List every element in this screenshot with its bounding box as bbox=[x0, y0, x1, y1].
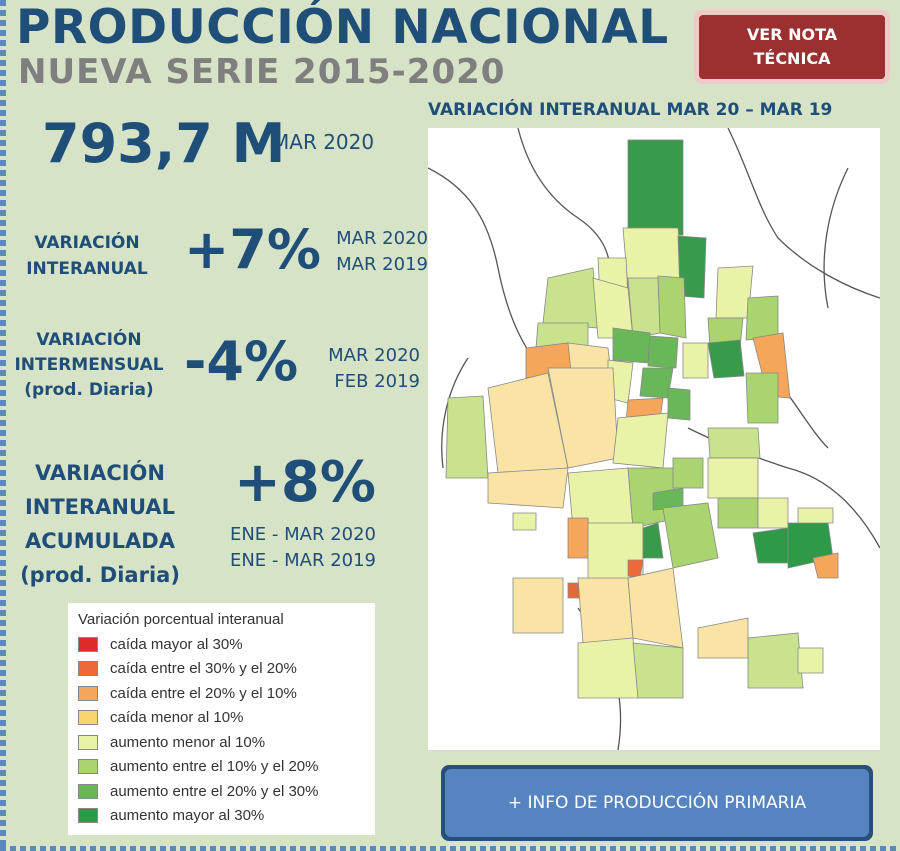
legend-item: aumento menor al 10% bbox=[78, 730, 365, 755]
total-production-period: MAR 2020 bbox=[272, 130, 375, 154]
dotted-left-border bbox=[0, 0, 6, 851]
map-svg bbox=[428, 128, 880, 750]
legend-label: aumento entre el 20% y el 30% bbox=[110, 782, 319, 800]
map-title: VARIACIÓN INTERANUAL MAR 20 – MAR 19 bbox=[428, 100, 833, 120]
map-region bbox=[697, 617, 749, 659]
map-region bbox=[747, 632, 804, 689]
map-region bbox=[512, 512, 537, 531]
legend-item: aumento entre el 10% y el 20% bbox=[78, 755, 365, 780]
legend-swatch bbox=[78, 759, 98, 775]
map-region bbox=[627, 277, 661, 339]
legend-label: caída entre el 30% y el 20% bbox=[110, 660, 297, 678]
map-region bbox=[682, 342, 709, 379]
map-region bbox=[672, 457, 704, 489]
map-region bbox=[577, 637, 639, 699]
info-produccion-primaria-button[interactable]: + INFO DE PRODUCCIÓN PRIMARIA bbox=[441, 765, 873, 841]
map-region bbox=[745, 295, 779, 341]
stat-acumulada-value: +8% bbox=[234, 450, 376, 515]
map-region bbox=[612, 327, 651, 364]
stat-intermensual-period: MAR 2020 FEB 2019 bbox=[328, 345, 420, 392]
page-subtitle: NUEVA SERIE 2015-2020 bbox=[18, 52, 506, 92]
map-region bbox=[647, 335, 679, 369]
map-region bbox=[797, 647, 824, 674]
map-region bbox=[612, 412, 669, 469]
stat-interanual-period: MAR 2020 MAR 2019 bbox=[336, 228, 428, 275]
stat-intermensual-label: VARIACIÓN INTERMENSUAL (prod. Diaria) bbox=[14, 330, 164, 400]
stat-acumulada-label: VARIACIÓN INTERANUAL ACUMULADA (prod. Di… bbox=[20, 461, 180, 587]
legend-swatch bbox=[78, 783, 98, 799]
map-legend: Variación porcentual interanual caída ma… bbox=[68, 603, 375, 835]
stat-interanual-label: VARIACIÓN INTERANUAL bbox=[26, 233, 148, 279]
map-region bbox=[752, 527, 789, 564]
legend-item: caída menor al 10% bbox=[78, 706, 365, 731]
map-region bbox=[627, 567, 684, 649]
map-region bbox=[445, 395, 489, 479]
legend-swatch bbox=[78, 685, 98, 701]
dotted-bottom-border bbox=[0, 846, 900, 851]
map-region bbox=[657, 275, 687, 339]
map-region bbox=[512, 577, 564, 634]
legend-item: caída mayor al 30% bbox=[78, 632, 365, 657]
legend-label: caída mayor al 30% bbox=[110, 635, 243, 653]
legend-swatch bbox=[78, 661, 98, 677]
map-region bbox=[642, 522, 664, 559]
stat-interanual-value: +7% bbox=[184, 218, 321, 281]
legend-item: aumento entre el 20% y el 30% bbox=[78, 779, 365, 804]
stat-intermensual-value: -4% bbox=[184, 330, 299, 393]
legend-label: aumento entre el 10% y el 20% bbox=[110, 758, 319, 776]
legend-swatch bbox=[78, 808, 98, 824]
ver-nota-tecnica-button[interactable]: VER NOTA TÉCNICA bbox=[694, 10, 890, 84]
legend-swatch bbox=[78, 734, 98, 750]
legend-label: aumento mayor al 30% bbox=[110, 807, 265, 825]
map-region bbox=[667, 387, 691, 421]
map-region bbox=[567, 517, 591, 559]
legend-label: caída entre el 20% y el 10% bbox=[110, 684, 297, 702]
map-region bbox=[662, 502, 719, 569]
stat-acumulada-period: ENE - MAR 2020 ENE - MAR 2019 bbox=[229, 524, 376, 571]
map-region bbox=[707, 339, 745, 379]
map-region bbox=[707, 427, 761, 459]
ver-nota-tecnica-label: VER NOTA TÉCNICA bbox=[699, 15, 885, 79]
legend-swatch bbox=[78, 710, 98, 726]
legend-label: caída menor al 10% bbox=[110, 709, 244, 727]
info-produccion-primaria-label: + INFO DE PRODUCCIÓN PRIMARIA bbox=[445, 769, 869, 837]
map-region bbox=[627, 139, 684, 236]
map-region bbox=[542, 267, 599, 329]
legend-swatch bbox=[78, 636, 98, 652]
map-region bbox=[677, 235, 707, 299]
legend-item: aumento mayor al 30% bbox=[78, 804, 365, 829]
legend-title: Variación porcentual interanual bbox=[78, 611, 284, 628]
map-region bbox=[757, 497, 789, 529]
page-title: PRODUCCIÓN NACIONAL bbox=[16, 0, 669, 55]
map-region bbox=[745, 372, 779, 424]
map-region bbox=[632, 642, 684, 699]
map-region bbox=[487, 467, 569, 509]
legend-label: aumento menor al 10% bbox=[110, 733, 266, 751]
map-region bbox=[812, 552, 839, 579]
map-region bbox=[717, 497, 759, 529]
regional-variation-map bbox=[428, 128, 880, 750]
legend-item: caída entre el 20% y el 10% bbox=[78, 681, 365, 706]
map-region bbox=[707, 457, 759, 499]
map-region bbox=[577, 577, 634, 644]
legend-item: caída entre el 30% y el 20% bbox=[78, 657, 365, 682]
map-region bbox=[797, 507, 834, 524]
total-production-value: 793,7 M bbox=[42, 112, 286, 175]
